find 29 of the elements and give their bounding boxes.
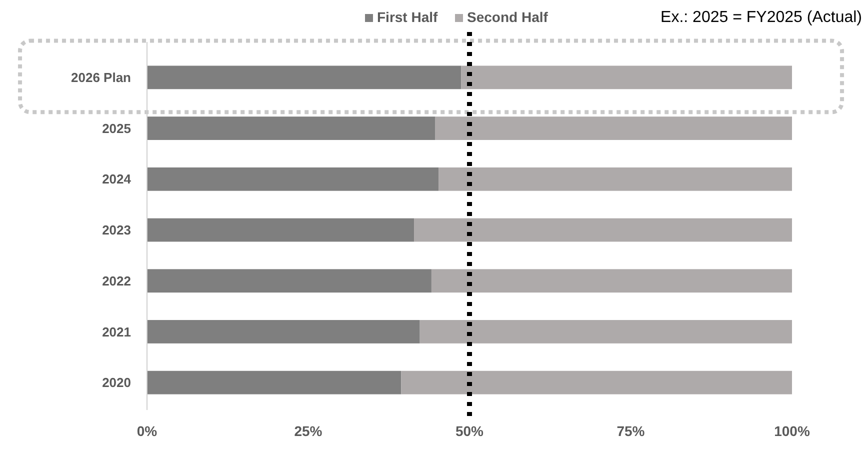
bar bbox=[438, 167, 792, 191]
bar bbox=[147, 218, 414, 242]
x-tick-label: 100% bbox=[774, 423, 810, 439]
x-tick-label: 25% bbox=[294, 423, 323, 439]
bar bbox=[147, 66, 462, 90]
legend-label: First Half bbox=[377, 9, 438, 25]
bar bbox=[147, 167, 439, 191]
y-tick-label: 2024 bbox=[102, 172, 132, 187]
bar bbox=[461, 66, 792, 90]
x-tick-label: 75% bbox=[616, 423, 646, 439]
legend-label: Second Half bbox=[467, 9, 548, 25]
y-tick-label: 2023 bbox=[102, 222, 131, 238]
bar bbox=[147, 269, 432, 293]
bar bbox=[435, 116, 792, 140]
y-tick-label: 2020 bbox=[102, 375, 131, 390]
bar bbox=[147, 370, 402, 394]
text: Ex.: 2025 = FY2025 (Actual) bbox=[660, 9, 862, 26]
x-tick-label: 50% bbox=[455, 423, 484, 439]
bar bbox=[147, 116, 436, 140]
y-tick-label: 2022 bbox=[102, 273, 131, 288]
y-tick-label: 2025 bbox=[102, 120, 131, 136]
bar bbox=[431, 269, 792, 293]
bar bbox=[401, 370, 792, 394]
bar bbox=[420, 320, 792, 344]
bar bbox=[414, 218, 792, 242]
y-tick-label: 2021 bbox=[102, 324, 131, 340]
bar bbox=[147, 320, 420, 344]
x-tick-label: 0% bbox=[136, 423, 158, 439]
y-tick-label: 2026 Plan bbox=[71, 70, 132, 85]
